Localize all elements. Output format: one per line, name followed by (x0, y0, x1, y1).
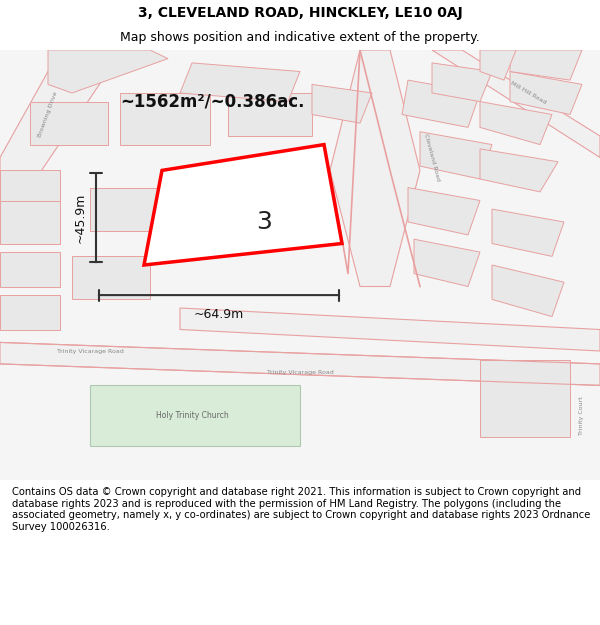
Polygon shape (0, 201, 60, 244)
Text: Map shows position and indicative extent of the property.: Map shows position and indicative extent… (120, 31, 480, 44)
Text: Trinity Court: Trinity Court (580, 396, 584, 435)
Polygon shape (0, 295, 60, 329)
Polygon shape (402, 80, 480, 128)
Text: Browning Drive: Browning Drive (37, 91, 59, 138)
Text: Contains OS data © Crown copyright and database right 2021. This information is : Contains OS data © Crown copyright and d… (12, 488, 590, 532)
Text: Cleveland Road: Cleveland Road (423, 133, 441, 182)
Polygon shape (330, 50, 420, 286)
Polygon shape (144, 144, 342, 265)
Polygon shape (432, 50, 600, 158)
Polygon shape (480, 50, 516, 80)
Polygon shape (90, 386, 300, 446)
Polygon shape (414, 239, 480, 286)
Polygon shape (180, 308, 600, 351)
Polygon shape (0, 50, 108, 187)
Polygon shape (120, 93, 210, 144)
Polygon shape (48, 50, 168, 93)
Text: Mill Hill Road: Mill Hill Road (509, 81, 547, 105)
Polygon shape (408, 188, 480, 235)
Text: ~1562m²/~0.386ac.: ~1562m²/~0.386ac. (120, 92, 305, 111)
Polygon shape (510, 71, 582, 114)
Text: 3, CLEVELAND ROAD, HINCKLEY, LE10 0AJ: 3, CLEVELAND ROAD, HINCKLEY, LE10 0AJ (137, 6, 463, 19)
Polygon shape (510, 50, 582, 80)
Polygon shape (492, 265, 564, 317)
Polygon shape (0, 171, 60, 201)
Polygon shape (0, 50, 600, 480)
Text: 3: 3 (256, 210, 272, 234)
Polygon shape (30, 102, 108, 144)
Polygon shape (90, 188, 168, 231)
Polygon shape (480, 149, 558, 192)
Polygon shape (432, 63, 492, 102)
Polygon shape (0, 342, 600, 386)
Text: Holy Trinity Church: Holy Trinity Church (155, 411, 229, 420)
Polygon shape (72, 256, 150, 299)
Text: ~64.9m: ~64.9m (194, 308, 244, 321)
Polygon shape (420, 132, 492, 179)
Text: Trinity Vicarage Road: Trinity Vicarage Road (56, 349, 124, 354)
Text: Trinity Vicarage Road: Trinity Vicarage Road (266, 370, 334, 375)
Polygon shape (0, 252, 60, 286)
Polygon shape (180, 63, 300, 102)
Polygon shape (228, 93, 312, 136)
Polygon shape (480, 359, 570, 437)
Polygon shape (312, 84, 372, 123)
Text: ~45.9m: ~45.9m (74, 192, 87, 243)
Polygon shape (492, 209, 564, 256)
Polygon shape (480, 102, 552, 144)
